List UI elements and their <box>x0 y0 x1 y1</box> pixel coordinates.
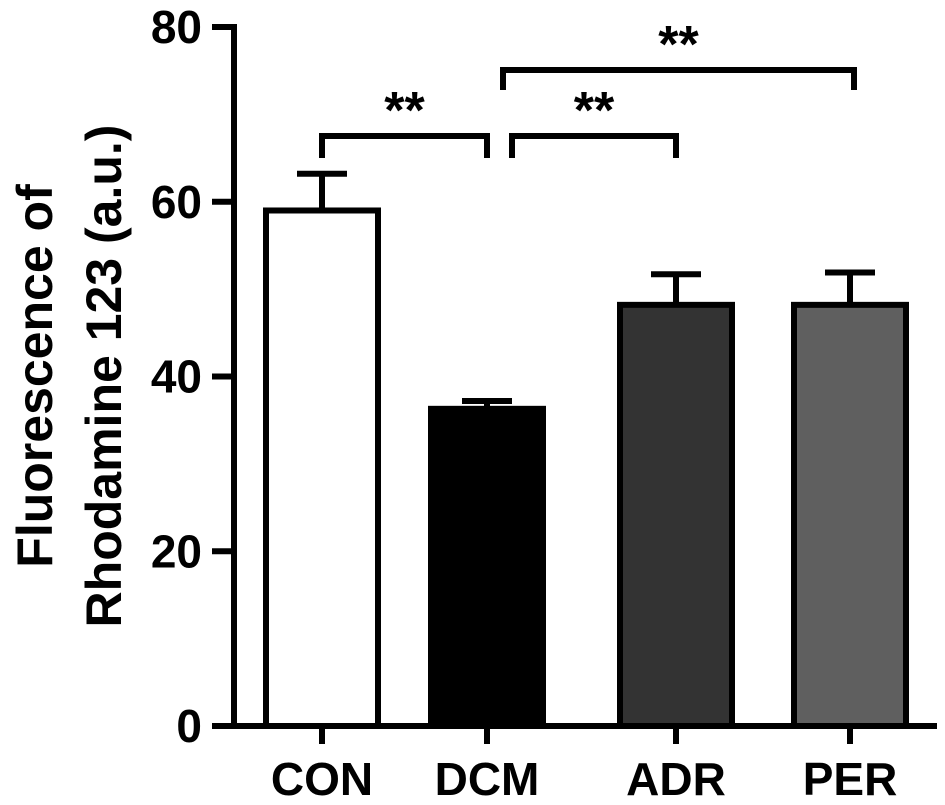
error-bar-adr <box>651 271 701 305</box>
y-axis-label-line-2: Rhodamine 123 (a.u.) <box>76 125 132 628</box>
error-bar-dcm <box>462 397 512 409</box>
significance-label: ** <box>574 82 615 140</box>
significance-bracket-dcm-adr: ** <box>509 82 679 158</box>
x-tick-label-dcm: DCM <box>435 753 540 805</box>
error-bar-per <box>825 269 875 305</box>
significance-bracket-con-dcm: ** <box>319 82 490 158</box>
y-tick-label-60: 60 <box>151 176 202 228</box>
x-tick-label-per: PER <box>803 753 898 805</box>
y-tick-label-20: 20 <box>151 525 202 577</box>
significance-label: ** <box>658 16 699 74</box>
bracket-line <box>319 133 490 158</box>
bar-dcm <box>428 405 546 729</box>
significance-brackets: ** ** ** <box>319 16 857 158</box>
y-axis-label-line-1: Fluorescence of <box>7 184 63 568</box>
y-tick-label-80: 80 <box>151 1 202 53</box>
bar-per <box>791 301 909 729</box>
x-tick-labels: CON DCM ADR PER <box>271 753 897 805</box>
y-tick-label-0: 0 <box>176 700 202 752</box>
bracket-line <box>509 133 679 158</box>
y-axis-label: Fluorescence of Rhodamine 123 (a.u.) <box>7 125 132 628</box>
error-bar-con <box>297 170 347 211</box>
x-tick-label-con: CON <box>271 753 373 805</box>
bars <box>263 207 909 730</box>
error-bars <box>297 170 875 409</box>
significance-bracket-dcm-per: ** <box>500 16 857 90</box>
significance-label: ** <box>384 82 425 140</box>
y-tick-label-40: 40 <box>151 351 202 403</box>
x-tick-label-adr: ADR <box>626 753 726 805</box>
bar-con <box>263 207 381 730</box>
y-ticks: 0 20 40 60 80 <box>151 1 234 752</box>
bar-adr <box>617 301 735 729</box>
bracket-line <box>500 67 857 90</box>
